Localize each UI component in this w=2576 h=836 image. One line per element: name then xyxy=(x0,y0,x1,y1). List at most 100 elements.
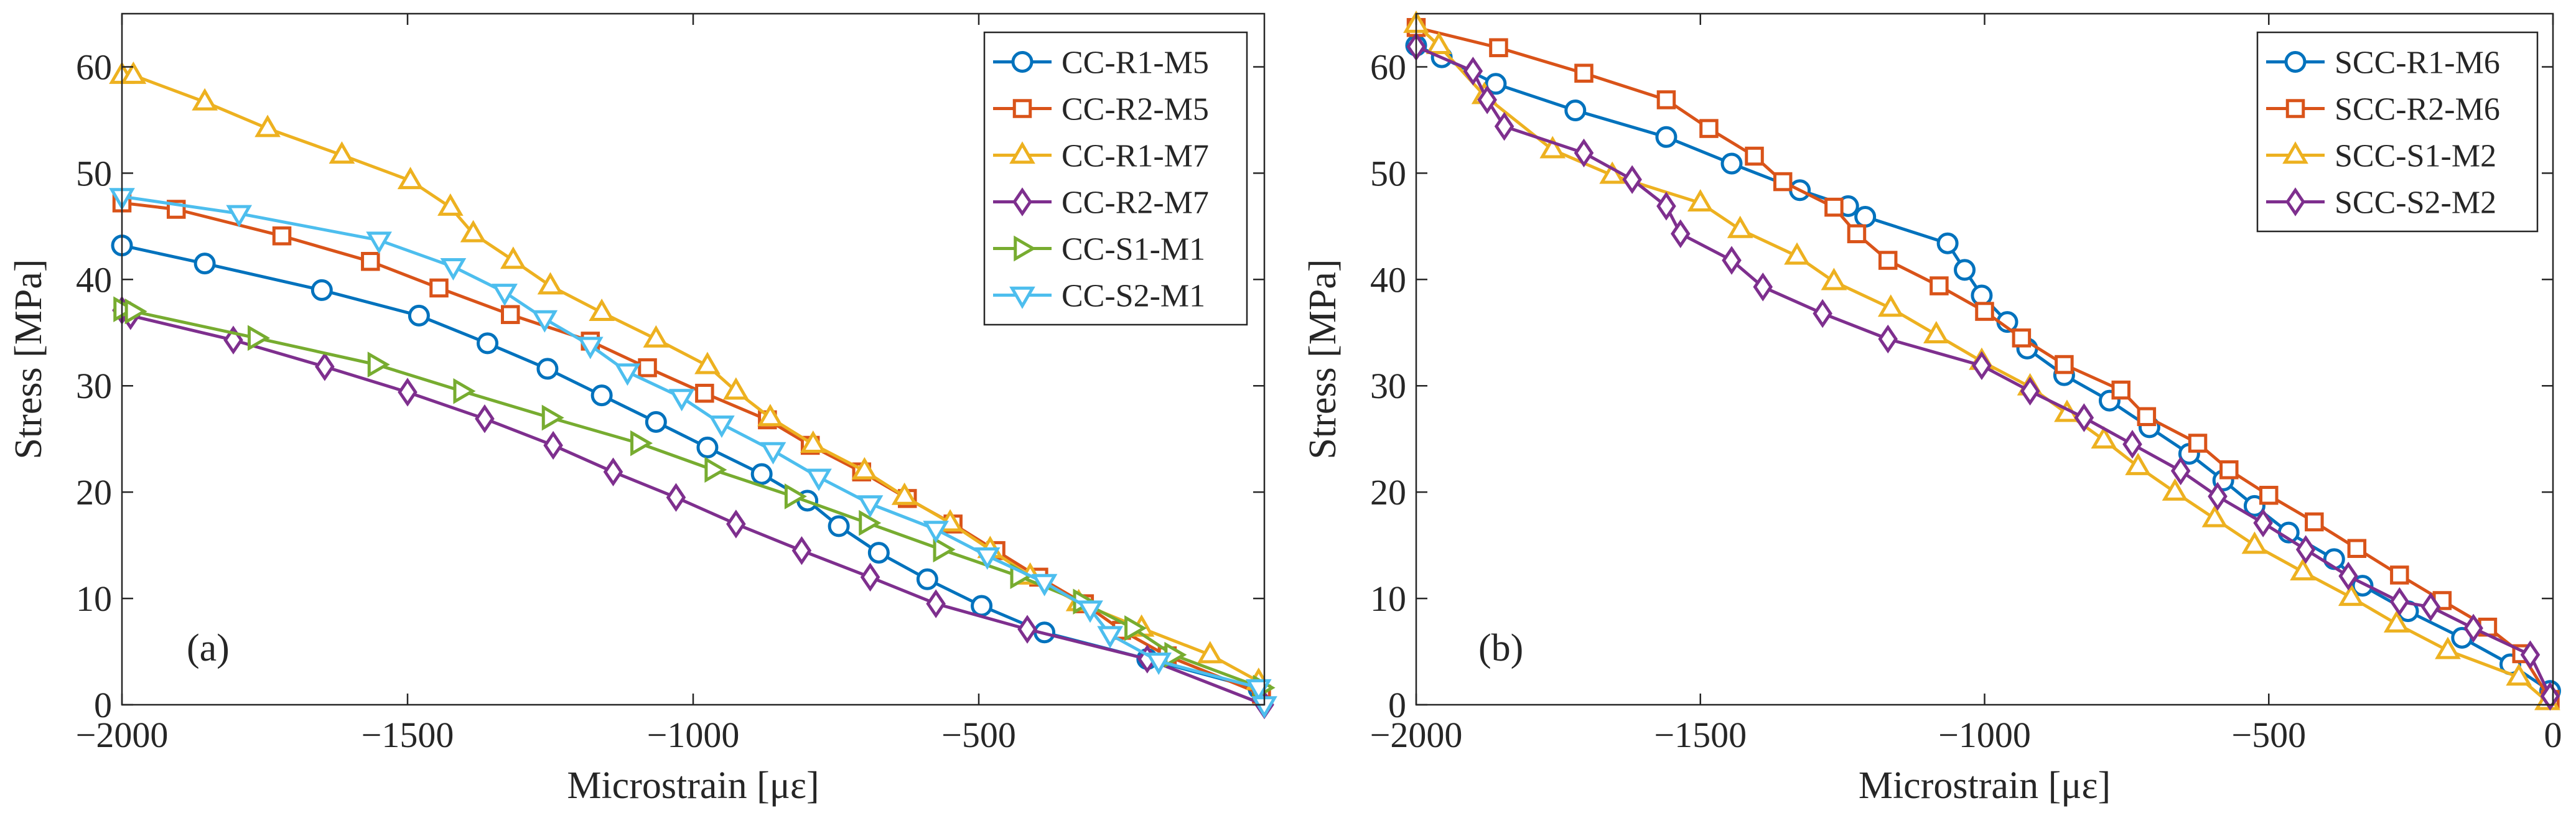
data-point-CC-R1-M5 xyxy=(828,515,850,537)
data-point-CC-R1-M7 xyxy=(1197,641,1223,664)
data-point-CC-R2-M5 xyxy=(272,226,292,246)
data-point-CC-R2-M7 xyxy=(791,536,812,565)
data-point-CC-R1-M5 xyxy=(477,332,499,355)
data-point-SCC-R2-M6 xyxy=(1824,197,1844,217)
data-point-CC-R2-M7 xyxy=(315,352,335,381)
data-point-SCC-R1-M6 xyxy=(1655,126,1678,148)
legend-b: SCC-R1-M6 SCC-R2-M6 SCC-S1-M2 SCC-S2-M2 xyxy=(2256,31,2539,233)
legend-marker-CC-R1-M7 xyxy=(1009,141,1035,164)
data-point-SCC-S2-M2 xyxy=(1671,219,1691,249)
legend-label-CC-S2-M1: CC-S2-M1 xyxy=(1062,279,1205,314)
legend-marker-CC-S1-M1 xyxy=(1014,235,1037,262)
data-point-CC-R1-M5 xyxy=(194,253,216,275)
legend-label-SCC-S1-M2: SCC-S1-M2 xyxy=(2335,139,2496,174)
data-point-CC-S1-M1 xyxy=(933,536,956,563)
data-point-CC-R2-M5 xyxy=(429,278,449,298)
data-point-SCC-R2-M6 xyxy=(1930,276,1949,295)
y-tick-label-b: 30 xyxy=(1370,366,1406,406)
data-point-CC-R1-M7 xyxy=(643,325,670,348)
data-point-CC-R1-M7 xyxy=(537,272,564,295)
data-point-SCC-S1-M2 xyxy=(2125,452,2151,475)
data-point-CC-S2-M1 xyxy=(974,547,1001,570)
data-point-SCC-S2-M2 xyxy=(1463,57,1483,86)
series-line-CC-S1-M1 xyxy=(121,307,1262,690)
data-point-CC-S2-M1 xyxy=(531,310,558,333)
panel-a: −2000 −1500 −1000 −500 0 10 20 30 40 50 60 Microst… xyxy=(7,12,1277,807)
data-point-SCC-S2-M2 xyxy=(2389,587,2410,616)
data-point-SCC-S1-M2 xyxy=(2383,610,2410,633)
series-line-CC-R1-M5 xyxy=(121,244,1259,690)
data-point-CC-R1-M5 xyxy=(310,279,333,301)
data-point-CC-S2-M1 xyxy=(923,521,949,544)
data-point-CC-S2-M1 xyxy=(366,231,392,254)
y-tick-label-a: 10 xyxy=(76,578,112,619)
data-point-SCC-S1-M2 xyxy=(2435,636,2461,659)
data-point-CC-S2-M1 xyxy=(1077,600,1103,623)
data-point-CC-R2-M7 xyxy=(603,457,623,486)
data-point-CC-S2-M1 xyxy=(226,205,253,228)
legend-marker-CC-R2-M5 xyxy=(1012,99,1032,118)
data-point-SCC-S1-M2 xyxy=(1426,32,1452,55)
data-point-SCC-R2-M6 xyxy=(1847,224,1867,244)
data-point-CC-R2-M7 xyxy=(666,483,686,512)
legend-label-CC-R2-M5: CC-R2-M5 xyxy=(1062,92,1209,128)
data-point-CC-S2-M1 xyxy=(668,389,695,412)
data-point-CC-R2-M5 xyxy=(695,383,714,403)
data-point-CC-R1-M7 xyxy=(329,141,355,164)
legend-item-SCC-R1-M6: SCC-R1-M6 xyxy=(2266,45,2500,81)
data-point-SCC-R2-M6 xyxy=(1699,119,1719,138)
x-axis-label-a: Microstrain [με] xyxy=(567,764,819,807)
panel-b: −2000 −1500 −1000 −500 0 0 10 20 30 40 50 60 Micros… xyxy=(1302,10,2562,807)
data-point-CC-R2-M5 xyxy=(500,305,520,324)
data-point-CC-S1-M1 xyxy=(541,404,564,431)
data-point-SCC-S2-M2 xyxy=(2020,376,2040,406)
data-point-SCC-R2-M6 xyxy=(2055,355,2074,374)
data-point-SCC-S2-M2 xyxy=(1813,299,1832,328)
legend-marker-SCC-S1-M2 xyxy=(2282,141,2308,164)
data-point-CC-S2-M1 xyxy=(806,468,832,491)
data-point-SCC-S2-M2 xyxy=(1722,246,1742,275)
data-point-CC-S2-M1 xyxy=(709,416,735,439)
y-tick-label-a: 50 xyxy=(76,153,112,193)
data-point-SCC-S1-M2 xyxy=(2241,531,2268,554)
series-SCC-S2-M2 xyxy=(1406,32,2560,711)
legend-marker-CC-S2-M1 xyxy=(1009,286,1035,309)
data-point-SCC-R2-M6 xyxy=(2012,328,2032,348)
data-point-CC-R1-M7 xyxy=(891,482,918,505)
data-point-SCC-R2-M6 xyxy=(1656,90,1676,109)
data-point-CC-R2-M5 xyxy=(638,358,657,378)
data-point-SCC-S1-M2 xyxy=(2091,426,2117,449)
data-point-SCC-S1-M2 xyxy=(1539,136,1566,159)
data-point-SCC-S2-M2 xyxy=(1622,165,1642,194)
data-point-SCC-R1-M6 xyxy=(1954,259,1976,281)
series-layer-b xyxy=(1403,10,2561,711)
data-point-CC-R1-M5 xyxy=(916,568,938,590)
data-point-CC-R1-M7 xyxy=(694,351,721,374)
data-point-SCC-S1-M2 xyxy=(2506,663,2532,686)
data-point-SCC-S1-M2 xyxy=(1784,242,1810,265)
x-tick-label-a: −1000 xyxy=(647,715,740,755)
data-point-CC-R1-M5 xyxy=(867,542,890,564)
data-point-CC-R1-M5 xyxy=(750,463,773,485)
data-point-SCC-S1-M2 xyxy=(1923,320,1949,343)
data-point-SCC-R1-M6 xyxy=(1854,205,1877,228)
data-point-SCC-S2-M2 xyxy=(2338,561,2358,591)
legend-label-CC-S1-M1: CC-S1-M1 xyxy=(1062,232,1205,267)
legend-label-SCC-R1-M6: SCC-R1-M6 xyxy=(2335,45,2500,81)
data-point-SCC-S1-M2 xyxy=(1687,189,1714,211)
legend-label-SCC-R2-M6: SCC-R2-M6 xyxy=(2335,92,2500,128)
legend-item-CC-R1-M5: CC-R1-M5 xyxy=(993,45,1209,81)
data-point-SCC-S2-M2 xyxy=(1753,272,1773,302)
data-point-CC-S2-M1 xyxy=(1146,653,1172,676)
data-point-SCC-S2-M2 xyxy=(2170,456,2191,486)
y-tick-label-b: 40 xyxy=(1370,259,1406,300)
data-point-SCC-R2-M6 xyxy=(2137,407,2157,427)
series-CC-S1-M1 xyxy=(113,296,1276,701)
data-point-SCC-R2-M6 xyxy=(1574,63,1594,83)
data-point-CC-R1-M7 xyxy=(500,246,526,269)
legend-item-SCC-R2-M6: SCC-R2-M6 xyxy=(2266,92,2500,128)
data-point-CC-R2-M7 xyxy=(926,589,946,618)
series-line-SCC-S2-M2 xyxy=(1416,45,2552,697)
legend-label-CC-R2-M7: CC-R2-M7 xyxy=(1062,185,1209,221)
data-point-SCC-R2-M6 xyxy=(2347,539,2367,558)
